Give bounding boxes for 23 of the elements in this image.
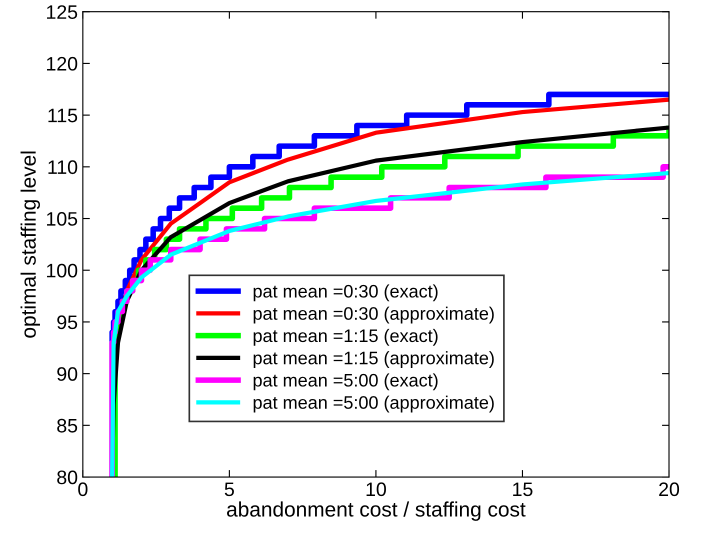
x-tick-label: 5 (224, 482, 234, 496)
y-tick-label: 100 (47, 264, 78, 278)
x-tick-label: 15 (513, 482, 532, 496)
y-tick-label: 115 (48, 108, 78, 122)
x-axis-title: abandonment cost / staffing cost (227, 501, 526, 521)
y-tick-label: 90 (57, 367, 78, 381)
y-tick-label: 105 (47, 212, 78, 226)
x-tick-label: 20 (659, 482, 680, 496)
legend-label: pat mean =1:15 (exact) (254, 328, 438, 346)
legend-label: pat mean =1:15 (approximate) (254, 351, 494, 368)
y-tick-label: 110 (48, 160, 78, 174)
y-tick-label: 80 (57, 470, 78, 484)
y-tick-label: 120 (47, 56, 78, 71)
x-tick-label: 10 (366, 482, 386, 496)
legend-label: pat mean =5:00 (exact) (254, 373, 438, 390)
legend-label: pat mean =0:30 (approximate) (254, 306, 494, 324)
x-tick-label: 0 (78, 482, 88, 496)
y-axis-title: optimal staffing level (20, 152, 40, 338)
y-tick-label: 85 (57, 418, 78, 433)
legend-label: pat mean =0:30 (exact) (254, 284, 438, 302)
y-tick-label: 125 (47, 5, 78, 19)
legend-label: pat mean =5:00 (approximate) (254, 396, 494, 412)
y-tick-label: 95 (57, 315, 78, 330)
